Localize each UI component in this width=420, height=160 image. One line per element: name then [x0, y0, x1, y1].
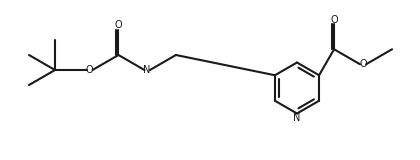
- Text: N: N: [293, 113, 301, 123]
- Text: O: O: [330, 15, 338, 25]
- Text: N: N: [143, 65, 151, 75]
- Text: O: O: [359, 59, 367, 69]
- Text: O: O: [115, 20, 122, 31]
- Text: O: O: [86, 65, 93, 75]
